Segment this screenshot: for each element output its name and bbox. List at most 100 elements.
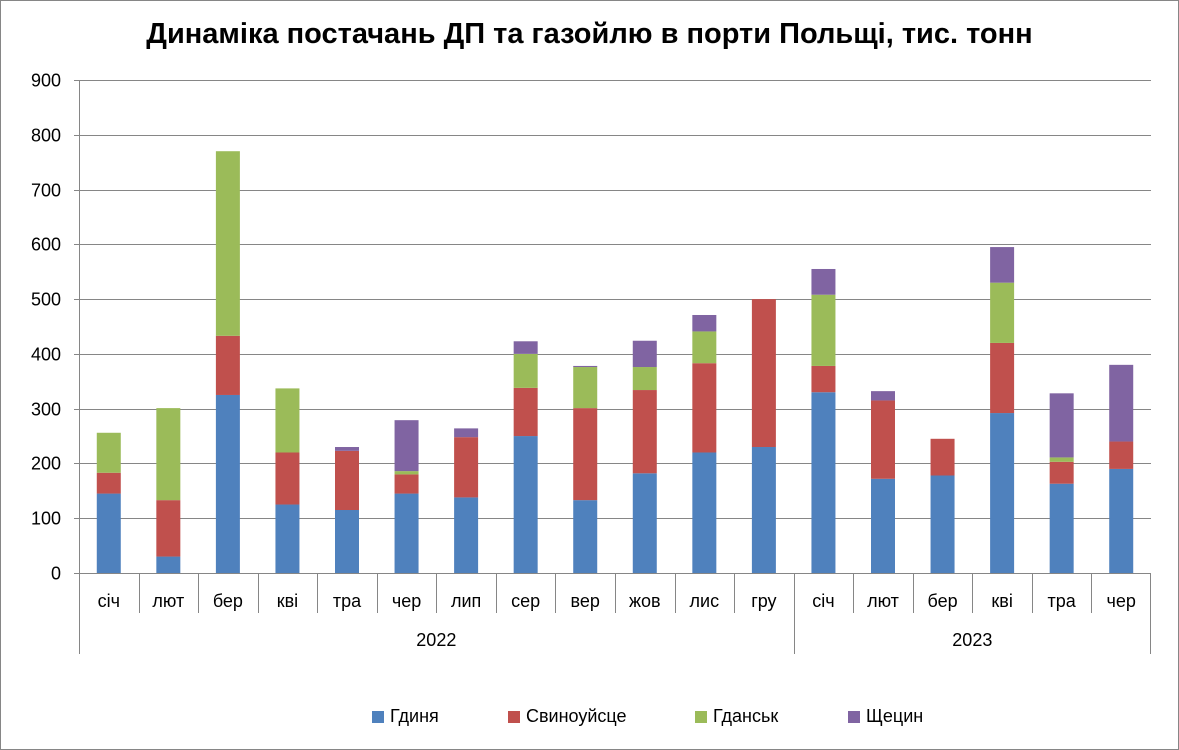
legend-swatch [848,710,860,723]
legend: Гдиня Свиноуйсце Гданськ Щецин [0,706,1179,730]
bar-segment [573,365,598,368]
bar-segment [96,432,121,473]
bar-segment [871,400,895,479]
x-tick-label: бер [213,591,243,611]
bar-segment [811,294,836,366]
bar-segment [96,493,121,573]
bar-segment [394,420,419,472]
bar-segment [632,340,657,368]
bar-segment [156,408,181,501]
x-tick-label: чер [392,591,421,611]
bars [96,151,1134,573]
legend-swatch [508,710,520,723]
bar-segment [513,387,538,437]
bar-segment [335,510,359,573]
bar-segment [692,363,717,453]
bar-segment [394,474,419,494]
bar-segment [573,367,598,409]
y-tick-label: 300 [31,400,61,420]
bar-segment [513,341,538,354]
bar-segment [573,408,598,501]
x-group-label: 2023 [952,630,992,650]
bar-segment [573,500,598,573]
bar-segment [1109,441,1134,469]
bar-segment [454,437,479,498]
bar-segment [811,392,836,573]
bar-segment [1049,483,1074,573]
x-tick-label: кві [277,591,298,611]
x-tick-label: січ [812,591,834,611]
legend-swatch [372,710,384,723]
bar-segment [454,428,479,438]
bar-segment [871,478,895,573]
x-tick-label: гру [751,591,776,611]
bar-segment [632,367,657,391]
bar-segment [513,353,538,388]
x-tick-label: тра [333,591,362,611]
bar-segment [215,394,240,573]
y-tick-label: 500 [31,290,61,310]
y-tick-label: 800 [31,126,61,146]
bar-segment [156,556,181,573]
x-tick-label: чер [1107,591,1136,611]
bar-segment [811,365,836,393]
bar-segment [632,390,657,474]
bar-segment [1049,461,1074,484]
x-tick-label: бер [927,591,957,611]
bar-segment [1109,468,1134,573]
legend-label: Гданськ [713,706,779,726]
legend-label: Щецин [866,706,924,726]
x-tick-label: лип [451,591,481,611]
bar-segment [335,450,359,511]
legend-item: Гдиня [372,706,439,727]
bar-segment [751,299,776,448]
bar-segment [930,475,955,573]
bar-segment [215,151,240,336]
chart-title: Динаміка постачань ДП та газойлю в порти… [146,18,1033,50]
bar-segment [692,314,717,332]
bar-segment [811,268,836,295]
legend-label: Гдиня [390,706,439,726]
bar-segment [990,342,1015,414]
x-tick-label: січ [98,591,120,611]
gridlines [79,80,1151,519]
y-tick-label: 400 [31,345,61,365]
bar-segment [990,282,1015,343]
legend-item: Свиноуйсце [508,706,627,727]
x-tick-label: вер [571,591,600,611]
bar-segment [871,391,895,401]
y-tick-label: 200 [31,454,61,474]
x-tick-label: кві [991,591,1012,611]
x-tick-label: тра [1048,591,1077,611]
y-tick-label: 0 [51,564,61,584]
bar-segment [751,447,776,573]
x-tick-label: лют [152,591,184,611]
y-tick-label: 900 [31,71,61,91]
bar-segment [454,497,479,573]
axes: 0 100 200 300 400 500 600 700 800 900 січ лют бер кві… [31,71,1151,654]
bar-segment [275,388,300,453]
bar-segment [275,504,300,573]
bar-segment [1049,457,1074,462]
bar-segment [394,493,419,573]
x-tick-label: жов [629,591,661,611]
legend-swatch [695,710,707,723]
bar-segment [632,473,657,573]
x-tick-label: лис [690,591,720,611]
bar-segment [275,452,300,505]
bar-segment [692,452,717,573]
y-tick-label: 700 [31,181,61,201]
bar-segment [930,438,955,476]
x-group-label: 2022 [416,630,456,650]
bar-segment [1049,393,1074,458]
y-tick-label: 100 [31,509,61,529]
legend-item: Щецин [848,706,923,727]
legend-item: Гданськ [695,706,778,727]
bar-segment [215,335,240,395]
bar-segment [1109,364,1134,442]
bar-segment [335,447,359,451]
bar-segment [692,331,717,364]
bar-segment [96,472,121,494]
x-tick-label: сер [511,591,540,611]
bar-segment [156,500,181,557]
